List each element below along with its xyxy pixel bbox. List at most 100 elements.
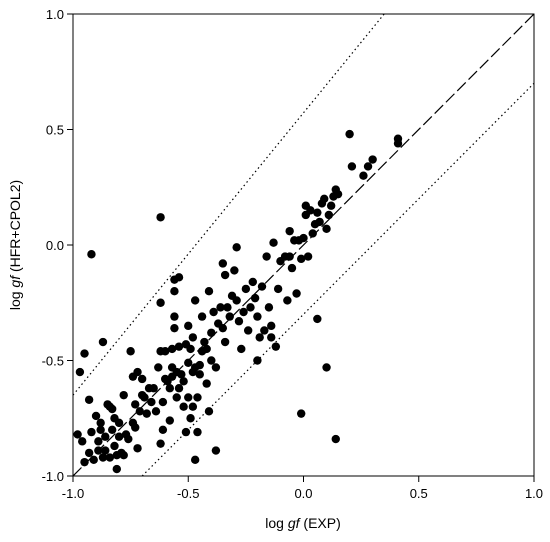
data-point [232,296,241,305]
y-tick-label: -0.5 [42,354,64,369]
data-point [140,393,149,402]
data-point [211,363,221,372]
data-point [202,379,211,388]
data-point [324,210,334,220]
data-point [101,446,110,455]
data-point [237,344,246,354]
data-point [248,277,257,287]
data-point [257,282,267,291]
data-point [186,414,195,423]
data-point [170,323,179,333]
data-point [292,289,301,298]
data-point [359,171,368,180]
data-point [114,432,124,441]
data-point [241,284,251,294]
data-point [78,437,87,446]
data-point [84,395,94,404]
data-point [172,393,181,402]
data-point [322,224,331,234]
data-point [101,432,110,441]
x-tick-label: 0.5 [410,486,428,501]
data-point [267,321,276,331]
y-tick-label: 0.5 [46,123,64,138]
data-point [271,342,281,351]
data-point [195,360,204,370]
data-point [184,393,193,402]
data-point [239,307,248,317]
data-point [165,416,175,425]
data-point [158,425,168,434]
data-point [347,162,357,171]
data-point [202,344,211,354]
data-point [220,270,230,280]
data-point [177,370,186,379]
data-point [107,425,117,434]
data-point [87,427,96,437]
data-point [234,317,244,326]
data-point [299,233,308,243]
data-point [246,303,255,312]
data-point [216,303,225,312]
tolerance-line-1 [73,14,385,396]
data-point [188,333,198,342]
data-point [283,296,292,305]
data-point [296,254,306,264]
data-point [156,439,165,448]
data-point [119,390,128,400]
data-point [273,284,283,294]
data-point [331,434,340,444]
y-tick-label: 0.0 [46,238,64,253]
data-point [131,400,140,409]
data-point [170,287,179,296]
data-point [262,252,271,261]
data-point [167,344,177,354]
data-point [264,303,274,312]
data-point [243,326,253,335]
data-point [105,453,115,462]
data-point [174,342,184,351]
data-point [133,444,142,453]
data-point [98,453,108,462]
data-point [230,266,239,275]
data-point [253,356,262,365]
data-point [333,189,343,199]
data-point [131,423,140,432]
data-point [87,250,96,259]
data-point [220,337,230,347]
data-point [223,303,232,312]
data-point [94,446,103,455]
y-tick-label: -1.0 [42,469,64,484]
data-point [184,321,193,331]
data-point [80,457,89,467]
data-point [107,404,117,414]
data-point [75,367,85,377]
data-point [135,407,145,416]
data-point [94,437,103,446]
data-point [190,455,200,465]
data-point [207,356,216,365]
x-axis-title: log gf (EXP) [265,515,341,531]
identity-line [73,14,534,476]
data-point [285,252,294,261]
data-point [151,407,161,416]
data-point [363,162,373,171]
data-point [200,337,209,347]
data-point [133,367,142,377]
data-point [287,263,297,273]
data-point [119,451,128,460]
data-point [91,411,101,421]
data-point [156,213,165,222]
data-point [137,374,147,384]
data-point [197,312,207,321]
data-point [218,259,228,268]
x-tick-label: 1.0 [525,486,543,501]
data-point [142,409,151,418]
data-point [193,393,202,402]
data-point [255,333,264,342]
data-point [368,155,377,164]
data-point [269,238,278,247]
y-axis-title: log gf (HFR+CPOL2) [7,180,23,310]
data-point [112,464,121,474]
data-point [253,312,262,321]
